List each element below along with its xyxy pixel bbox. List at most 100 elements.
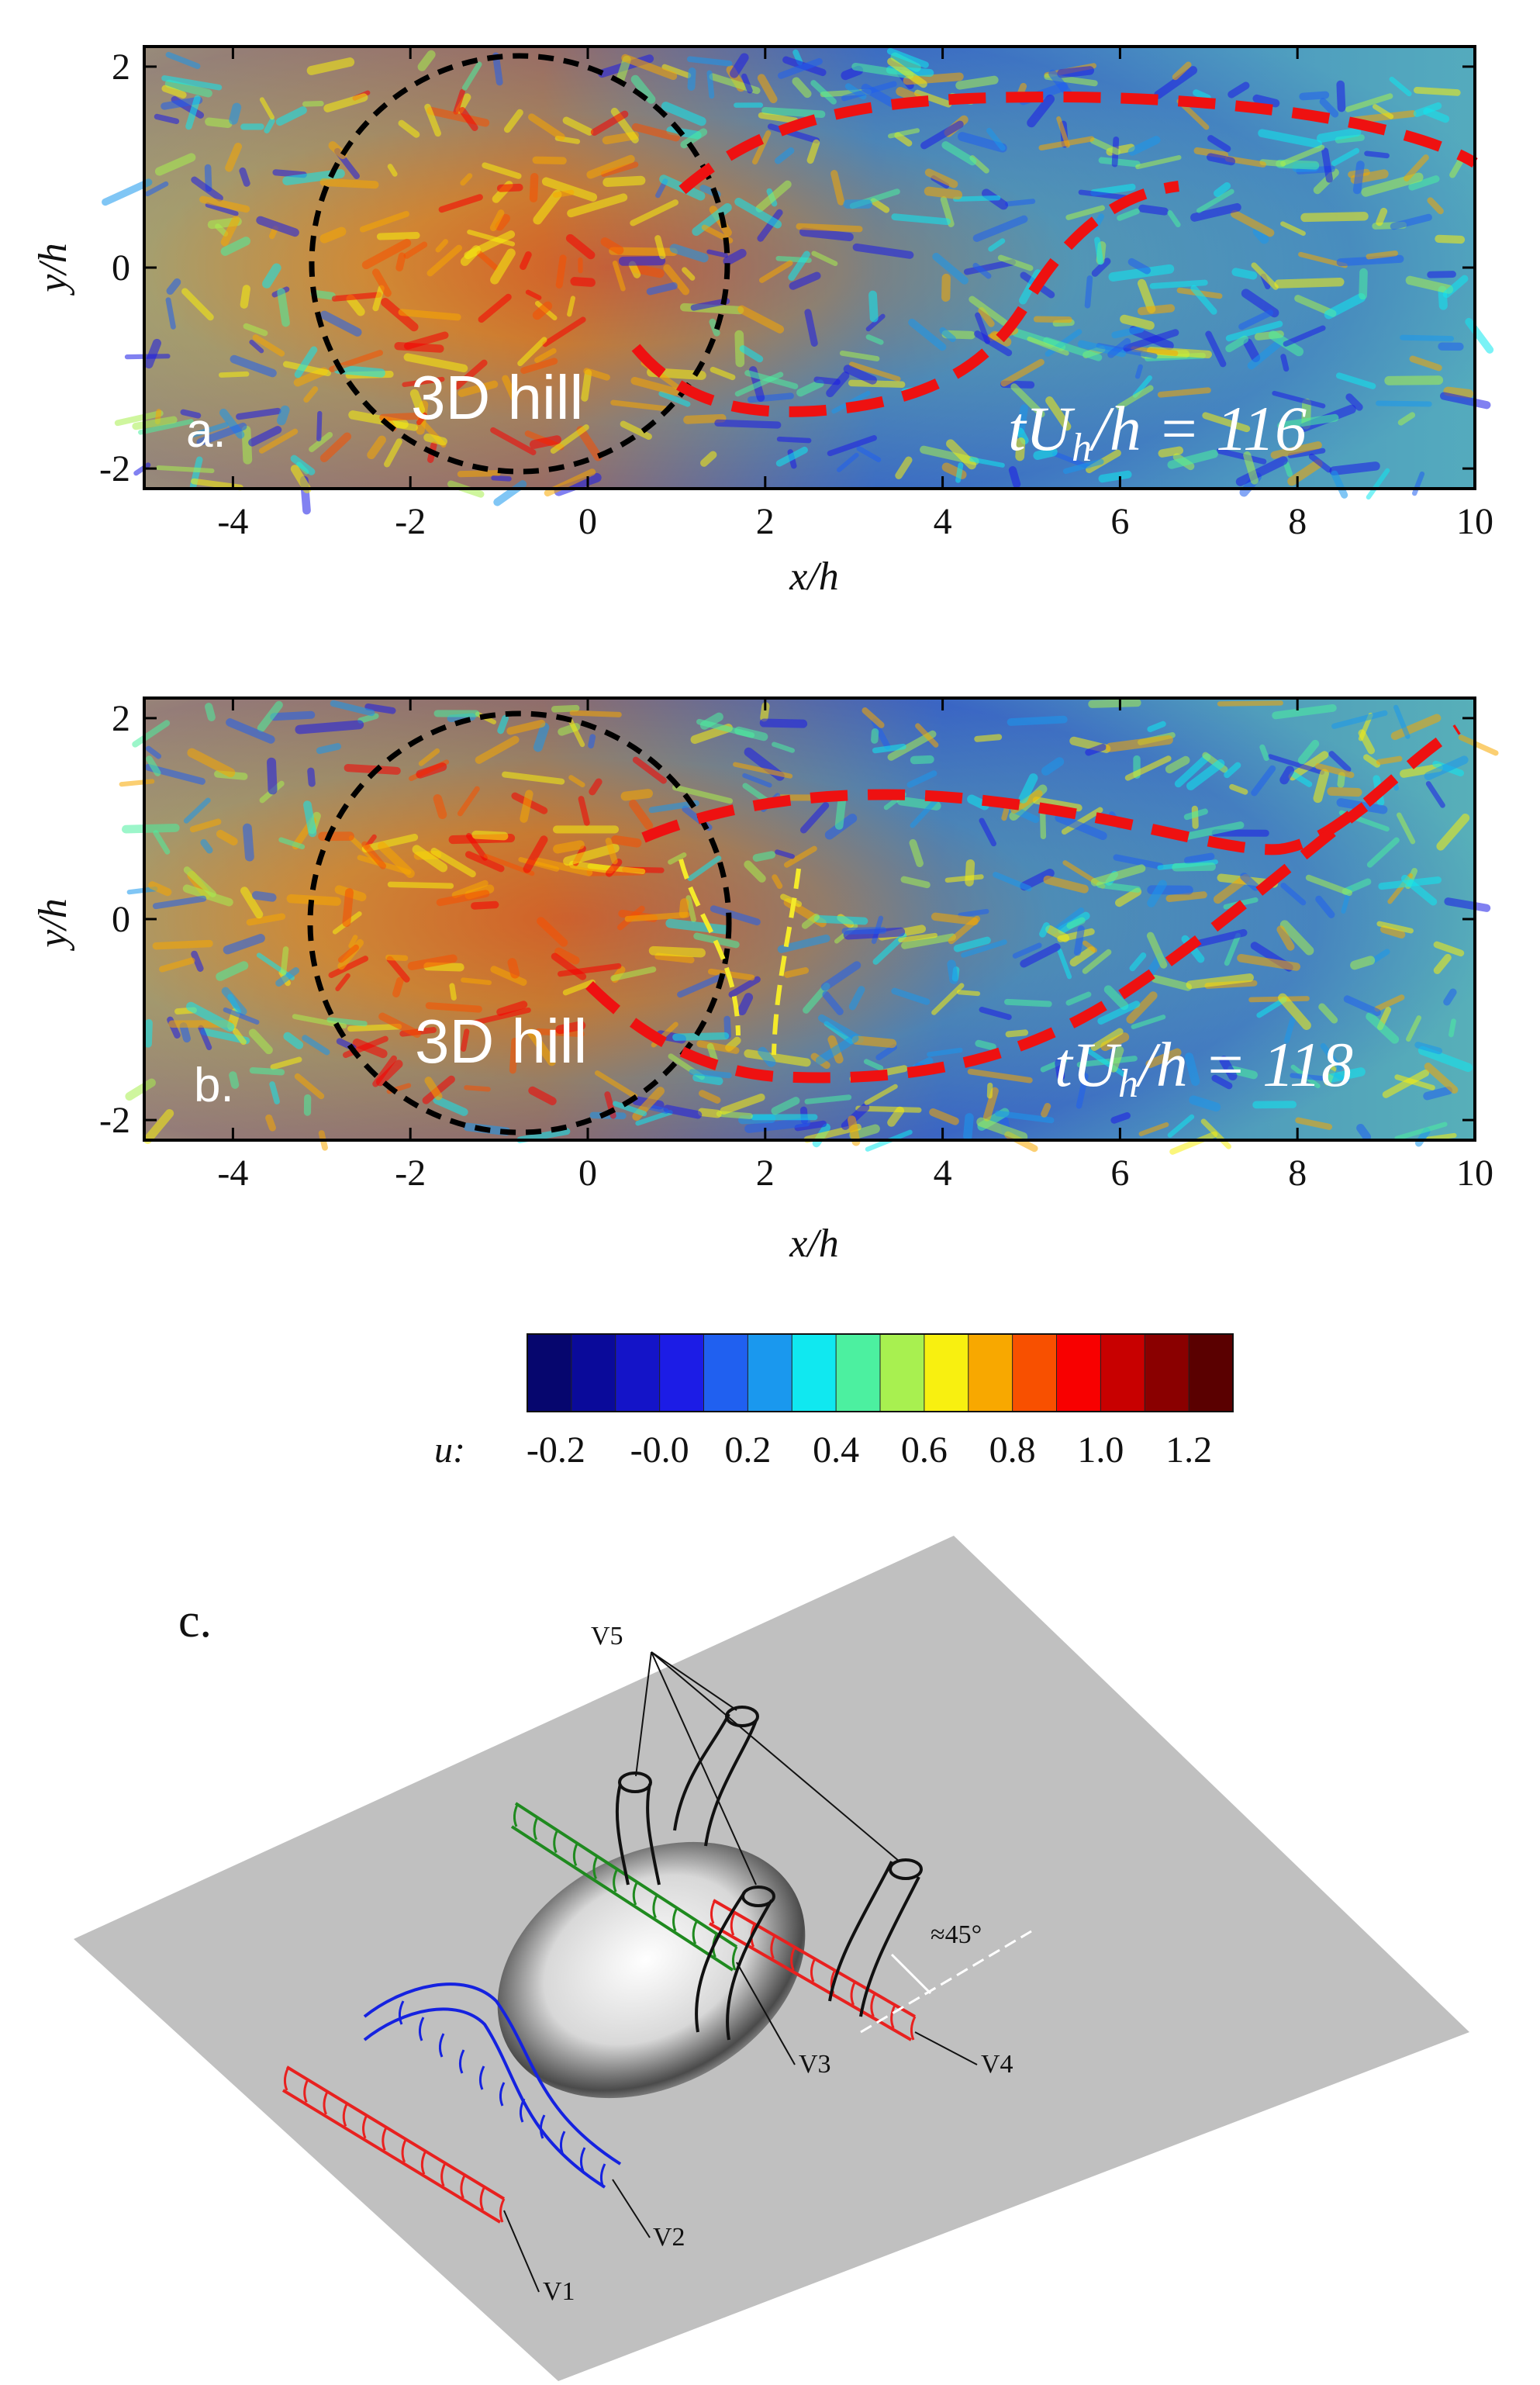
- label-v5: V5: [591, 1622, 623, 1650]
- vortex-structure: [607, 181, 641, 182]
- vortex-structure: [979, 1043, 993, 1047]
- vortex-structure: [799, 226, 860, 229]
- vortex-structure: [1363, 272, 1364, 296]
- vortex-structure: [1438, 239, 1461, 240]
- vortex-structure: [105, 182, 149, 202]
- colorbar-label: u:: [434, 1429, 465, 1471]
- vortex-structure: [1114, 1115, 1127, 1120]
- vortex-structure: [1331, 791, 1358, 792]
- colorbar-swatch: [969, 1334, 1013, 1412]
- vortex-structure: [1305, 216, 1364, 218]
- vortex-structure: [475, 905, 495, 906]
- vortex-structure: [243, 171, 247, 183]
- x-tick-label: 10: [1456, 1153, 1493, 1194]
- time-label: tUh/h = 116: [1008, 393, 1307, 470]
- angle-label: ≈45°: [931, 1920, 982, 1949]
- colorbar-swatch: [748, 1334, 792, 1412]
- vortex-structure: [311, 771, 312, 783]
- colorbar-tick-label: 1.2: [1165, 1429, 1212, 1471]
- colorbar-tick-label: -0.2: [527, 1429, 585, 1471]
- x-tick-label: 2: [756, 501, 775, 542]
- vortex-structure: [1141, 308, 1171, 311]
- vortex-structure: [269, 1118, 273, 1128]
- y-tick-label: -2: [99, 1100, 130, 1141]
- panel-c-letter: c.: [178, 1595, 212, 1647]
- vortex-structure: [129, 889, 156, 892]
- vortex-structure: [633, 264, 637, 275]
- vortex-structure: [959, 992, 978, 994]
- vortex-structure: [350, 1027, 399, 1029]
- vortex-structure: [1102, 161, 1138, 164]
- vortex-structure: [951, 964, 954, 980]
- vortex-structure: [452, 986, 454, 997]
- vortex-structure: [247, 828, 250, 857]
- vortex-structure: [968, 1118, 969, 1136]
- panel-c-figure: c.: [0, 1520, 1540, 2381]
- vortex-structure: [209, 707, 212, 717]
- x-tick-label: 8: [1288, 501, 1307, 542]
- vortex-structure: [948, 876, 982, 880]
- vortex-structure: [534, 440, 558, 444]
- vortex-structure: [1369, 254, 1395, 257]
- vortex-structure: [209, 122, 228, 124]
- vortex-structure: [1417, 90, 1457, 92]
- colorbar-tick-label: 0.4: [813, 1429, 859, 1471]
- vortex-structure: [1379, 759, 1399, 762]
- vortex-structure: [324, 182, 375, 185]
- vortex-structure: [466, 1087, 488, 1089]
- vortex-structure: [319, 746, 337, 750]
- vortex-structure: [1447, 992, 1453, 1002]
- vortex-structure: [1210, 157, 1231, 161]
- panel-a-letter: a.: [186, 404, 226, 458]
- vortex-structure: [929, 192, 958, 195]
- vortex-structure: [1286, 465, 1290, 475]
- vortex-structure: [856, 1040, 892, 1043]
- vortex-structure: [276, 172, 304, 175]
- y-tick-label: 2: [112, 698, 130, 739]
- vortex-structure: [710, 1046, 714, 1059]
- vortex-structure: [718, 423, 778, 425]
- vortex-structure: [616, 840, 637, 843]
- vortex-structure: [524, 794, 530, 819]
- vortex-structure: [283, 949, 285, 973]
- colorbar-swatch: [924, 1334, 969, 1412]
- vortex-structure: [1011, 720, 1064, 722]
- vortex-structure: [1341, 259, 1400, 262]
- vortex-structure: [1097, 240, 1100, 261]
- vortex-structure: [1077, 929, 1081, 952]
- label-v4: V4: [981, 2050, 1013, 2079]
- colorbar-swatch: [1189, 1334, 1233, 1412]
- vortex-structure: [787, 970, 806, 974]
- vortex-structure: [1257, 99, 1276, 103]
- colorbar-tick-label: 0.2: [724, 1429, 771, 1471]
- y-tick-label: 2: [112, 47, 130, 88]
- vortex-structure: [1007, 1002, 1049, 1004]
- x-tick-label: -2: [395, 1153, 426, 1194]
- vortex-structure: [1070, 921, 1082, 925]
- vortex-structure: [1334, 466, 1376, 471]
- x-tick-label: 2: [756, 1153, 775, 1194]
- vortex-structure: [494, 478, 509, 479]
- colorbar-tick-label: 0.6: [901, 1429, 948, 1471]
- vortex-structure: [347, 893, 350, 923]
- vortex-structure: [1124, 319, 1150, 325]
- vortex-structure: [1062, 71, 1089, 74]
- colorbar-swatches: [527, 1334, 1234, 1412]
- vortex-structure: [977, 737, 999, 738]
- vortex-structure: [538, 728, 544, 748]
- vortex-structure: [244, 289, 247, 304]
- vortex-structure: [845, 930, 883, 931]
- vortex-structure: [1321, 132, 1357, 138]
- vortex-structure: [402, 313, 458, 317]
- vortex-structure: [158, 468, 212, 471]
- colorbar-swatch: [792, 1334, 836, 1412]
- vortex-structure: [204, 842, 209, 850]
- hill-label: 3D hill: [411, 363, 583, 432]
- vortex-structure: [1188, 856, 1211, 860]
- x-axis-label: x/h: [789, 1222, 839, 1266]
- y-axis-label: y/h: [31, 243, 75, 296]
- vortex-structure: [1284, 770, 1290, 779]
- vortex-structure: [1325, 151, 1330, 179]
- colorbar-swatch: [704, 1334, 748, 1412]
